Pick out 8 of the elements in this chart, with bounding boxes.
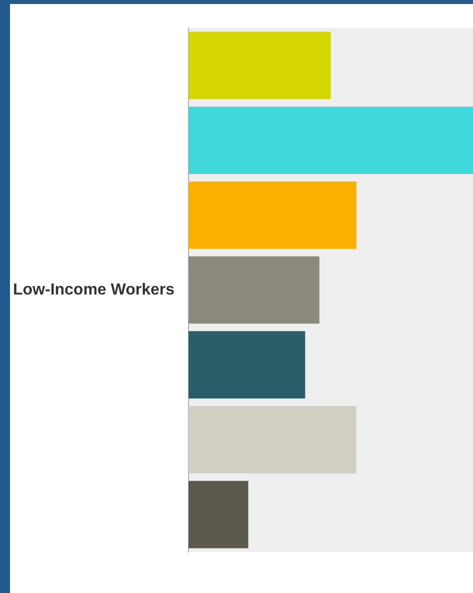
bar: [188, 181, 356, 249]
bar: [188, 406, 356, 474]
bar: [188, 480, 248, 548]
y-axis-title: Low-Income Workers: [13, 282, 175, 298]
bar: [188, 32, 331, 100]
bar: [188, 256, 320, 324]
bar: [188, 331, 306, 399]
bar: [188, 106, 473, 174]
